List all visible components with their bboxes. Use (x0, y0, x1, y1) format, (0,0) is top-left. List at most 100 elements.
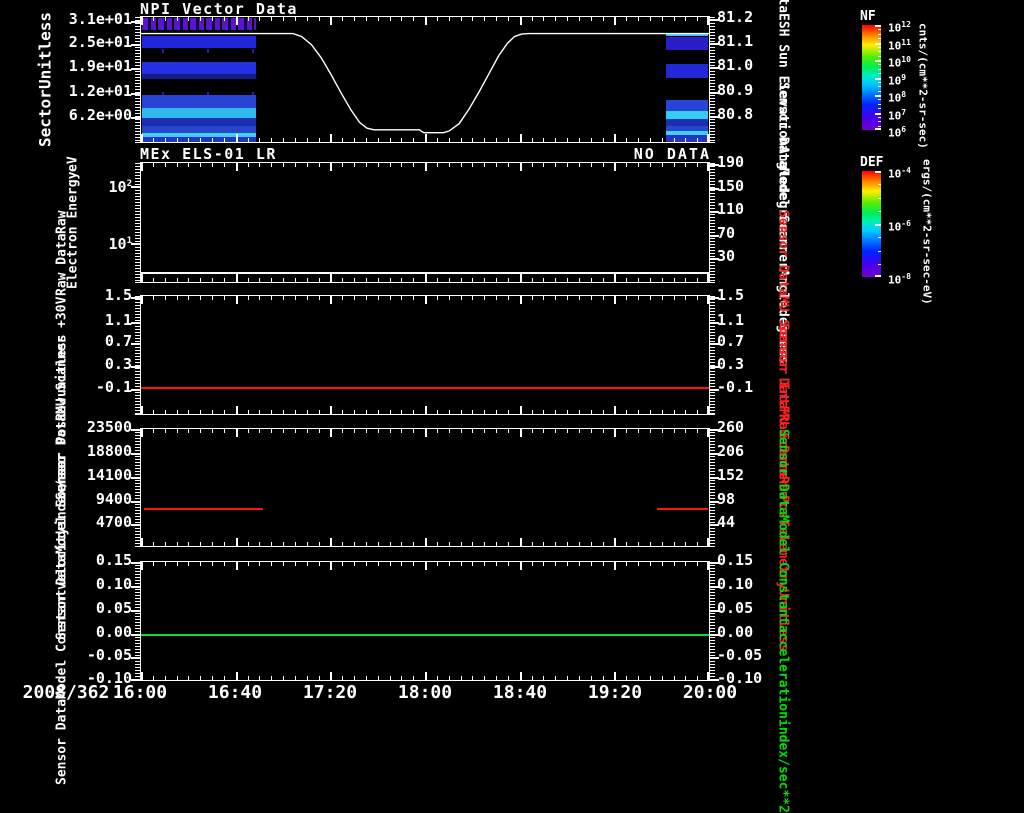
x-tick (662, 562, 663, 566)
y-tick (710, 577, 715, 578)
x-tick (685, 138, 686, 142)
y-tick (135, 223, 140, 224)
y-tick (710, 86, 715, 87)
y-tick (135, 673, 140, 674)
y-major-tick (710, 610, 719, 612)
colorbar-minor-tick (878, 73, 881, 74)
x-tick (697, 429, 698, 433)
spectrogram-band (142, 18, 256, 30)
y-tick-label: 260 (717, 418, 745, 436)
y-tick (135, 492, 140, 493)
x-tick (271, 138, 272, 142)
x-tick (200, 676, 201, 680)
x-tick (283, 429, 284, 433)
x-tick (614, 672, 616, 680)
y-tick (710, 359, 715, 360)
x-tick (141, 17, 143, 25)
y-tick (135, 398, 140, 399)
y-major-tick (131, 21, 140, 23)
x-tick (449, 278, 450, 282)
x-tick (248, 278, 249, 282)
x-tick (461, 429, 462, 433)
y-tick-label: 3.1e+01 (68, 10, 132, 29)
x-tick (496, 676, 497, 680)
x-tick (461, 17, 462, 21)
x-tick (579, 410, 580, 414)
y-tick (135, 205, 140, 206)
y-tick (710, 444, 715, 445)
x-tick (567, 542, 568, 546)
x-tick (662, 296, 663, 300)
y-major-tick (710, 297, 719, 299)
x-tick (650, 296, 651, 300)
spectrogram-band (142, 95, 256, 108)
y-tick (135, 571, 140, 572)
x-tick (259, 138, 260, 142)
x-tick (390, 163, 391, 167)
axis-label-line: velocity (54, 527, 70, 590)
y-tick (710, 676, 715, 677)
colorbar-tick-label: 10-4 (888, 166, 911, 181)
y-tick (710, 607, 715, 608)
x-tick (141, 134, 143, 142)
x-tick (662, 17, 663, 21)
x-tick (437, 562, 438, 566)
y-tick-label: 81.1 (717, 31, 754, 50)
axis-label-line: Unitless (35, 12, 55, 90)
x-tick-label: 16:00 (112, 682, 168, 703)
x-tick (366, 278, 367, 282)
y-tick (135, 646, 140, 647)
colorbar-minor-tick (878, 121, 881, 122)
y-tick (710, 247, 715, 248)
y-tick (710, 395, 715, 396)
y-tick (710, 471, 715, 472)
x-tick (543, 676, 544, 680)
y-tick (135, 368, 140, 369)
x-tick (567, 278, 568, 282)
y-major-tick (710, 211, 719, 213)
x-tick (579, 676, 580, 680)
y-tick (135, 510, 140, 511)
x-tick (449, 429, 450, 433)
x-tick (555, 562, 556, 566)
x-tick (295, 676, 296, 680)
x-tick (449, 542, 450, 546)
x-tick (283, 562, 284, 566)
x-tick (650, 429, 651, 433)
x-tick (461, 138, 462, 142)
y-tick (710, 65, 715, 66)
y-tick (135, 386, 140, 387)
x-tick (638, 562, 639, 566)
axis-label-line: unitless (54, 334, 70, 398)
x-tick (224, 296, 225, 300)
y-tick (710, 134, 715, 135)
x-tick (295, 562, 296, 566)
x-tick-label: 19:20 (587, 682, 643, 703)
y-tick (710, 29, 715, 30)
x-tick (248, 676, 249, 680)
y-tick (135, 23, 140, 24)
x-tick-label: 16:40 (207, 682, 263, 703)
x-tick (366, 676, 367, 680)
x-tick (200, 562, 201, 566)
y-tick (135, 670, 140, 671)
y-tick (710, 83, 715, 84)
y-major-tick (131, 44, 140, 46)
x-tick (354, 562, 355, 566)
x-tick (177, 429, 178, 433)
x-tick (248, 296, 249, 300)
y-major-tick (131, 243, 140, 245)
x-tick (707, 134, 709, 142)
x-tick (614, 134, 616, 142)
y-tick (135, 128, 140, 129)
y-tick (135, 519, 140, 520)
y-tick (710, 350, 715, 351)
x-tick (697, 296, 698, 300)
x-tick (496, 138, 497, 142)
y-tick (135, 498, 140, 499)
y-tick (135, 220, 140, 221)
colorbar-minor-tick (878, 69, 881, 70)
y-tick (710, 17, 715, 18)
x-tick (378, 562, 379, 566)
y-tick (135, 462, 140, 463)
